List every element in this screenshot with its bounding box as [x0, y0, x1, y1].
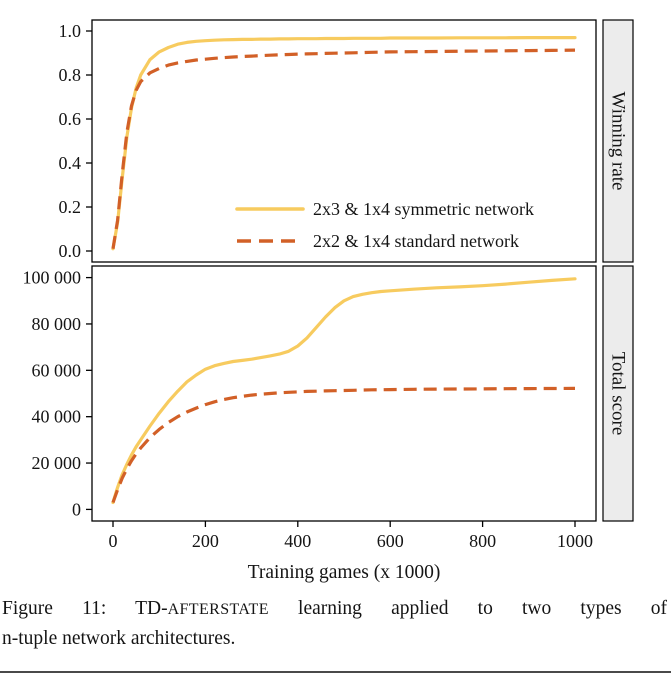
y-tick-label: 0 — [72, 499, 81, 519]
panel-total-score — [91, 265, 597, 522]
y-tick-label: 80 000 — [32, 314, 82, 334]
x-tick-label: 800 — [469, 531, 496, 551]
x-tick-label: 600 — [377, 531, 404, 551]
x-tick-label: 200 — [192, 531, 219, 551]
y-tick-label: 100 000 — [23, 268, 82, 288]
y-tick-label: 0.2 — [59, 197, 82, 217]
x-tick-label: 0 — [109, 531, 118, 551]
figure-11-plot-area: 0.0 0.2 0.4 0.6 0.8 1.0 Winning rate 0 20 000 40 … — [22, 19, 634, 583]
series-2x2-1x4-standard-network — [111, 48, 576, 250]
x-axis-title: Training games (x 1000) — [248, 562, 441, 583]
cropped-bottom-rule — [0, 671, 671, 673]
legend-label-2x3-1x4-symmetric-network: 2x3 & 1x4 symmetric network — [313, 199, 534, 219]
panel-winning-rate — [91, 19, 597, 263]
figure-caption: Figure 11: TD-AFTERSTATE learning applie… — [0, 586, 671, 654]
strip-label-winning-rate: Winning rate — [608, 92, 629, 191]
caption-text: learning applied to two types of — [268, 598, 667, 619]
x-tick-label: 400 — [284, 531, 311, 551]
series-2x3-1x4-symmetric-network — [111, 36, 577, 251]
series-2x3-1x4-symmetric-network — [111, 277, 577, 505]
y-tick-label: 1.0 — [59, 21, 82, 41]
caption-line-2: n-tuple network architectures. — [2, 628, 236, 650]
series-2x2-1x4-standard-network — [111, 386, 576, 504]
y-tick-label: 0.8 — [59, 65, 82, 85]
line-chart: 0.0 0.2 0.4 0.6 0.8 1.0 Winning rate 0 20 000 40 … — [23, 19, 634, 583]
strip-label-total-score: Total score — [608, 352, 629, 436]
y-tick-label: 20 000 — [32, 453, 82, 473]
legend-label-2x2-1x4-standard-network: 2x2 & 1x4 standard network — [313, 231, 519, 251]
y-tick-label: 0.0 — [59, 241, 82, 261]
caption-line-1: Figure 11: TD-AFTERSTATE learning applie… — [2, 594, 667, 624]
caption-smallcaps: AFTERSTATE — [167, 601, 269, 618]
y-tick-label: 60 000 — [32, 360, 82, 380]
x-tick-label: 1000 — [557, 531, 593, 551]
y-tick-label: 0.4 — [59, 153, 82, 173]
y-tick-label: 0.6 — [59, 109, 82, 129]
caption-text: Figure 11: TD- — [2, 598, 168, 619]
facet-strip-total-score — [602, 265, 634, 522]
y-tick-label: 40 000 — [32, 407, 82, 427]
facet-strip-winning-rate — [602, 19, 634, 263]
